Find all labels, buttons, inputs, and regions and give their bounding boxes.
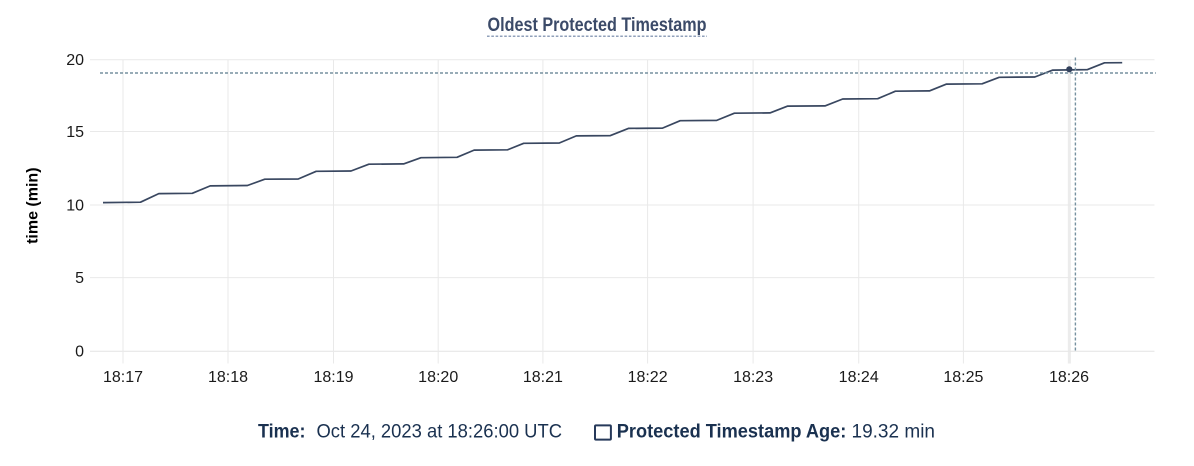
svg-text:Oldest Protected Timestamp: Oldest Protected Timestamp <box>488 15 707 36</box>
svg-text:20: 20 <box>66 52 84 69</box>
svg-text:18:25: 18:25 <box>943 369 983 386</box>
svg-text:10: 10 <box>66 198 84 215</box>
svg-text:Protected Timestamp Age:: Protected Timestamp Age: <box>617 421 847 442</box>
svg-text:Oct 24, 2023 at 18:26:00 UTC: Oct 24, 2023 at 18:26:00 UTC <box>317 421 563 442</box>
svg-text:18:24: 18:24 <box>839 369 879 386</box>
svg-text:time (min): time (min) <box>25 167 42 243</box>
svg-text:18:21: 18:21 <box>523 369 563 386</box>
svg-text:18:23: 18:23 <box>733 369 773 386</box>
svg-text:18:26: 18:26 <box>1049 369 1089 386</box>
svg-text:0: 0 <box>75 344 84 361</box>
svg-text:18:18: 18:18 <box>208 369 248 386</box>
svg-text:18:20: 18:20 <box>418 369 458 386</box>
svg-text:18:17: 18:17 <box>103 369 143 386</box>
svg-text:15: 15 <box>66 124 84 141</box>
svg-text:19.32 min: 19.32 min <box>852 421 936 442</box>
svg-text:Time:: Time: <box>258 421 306 442</box>
svg-text:18:19: 18:19 <box>313 369 353 386</box>
svg-text:5: 5 <box>75 270 84 287</box>
svg-text:18:22: 18:22 <box>628 369 668 386</box>
